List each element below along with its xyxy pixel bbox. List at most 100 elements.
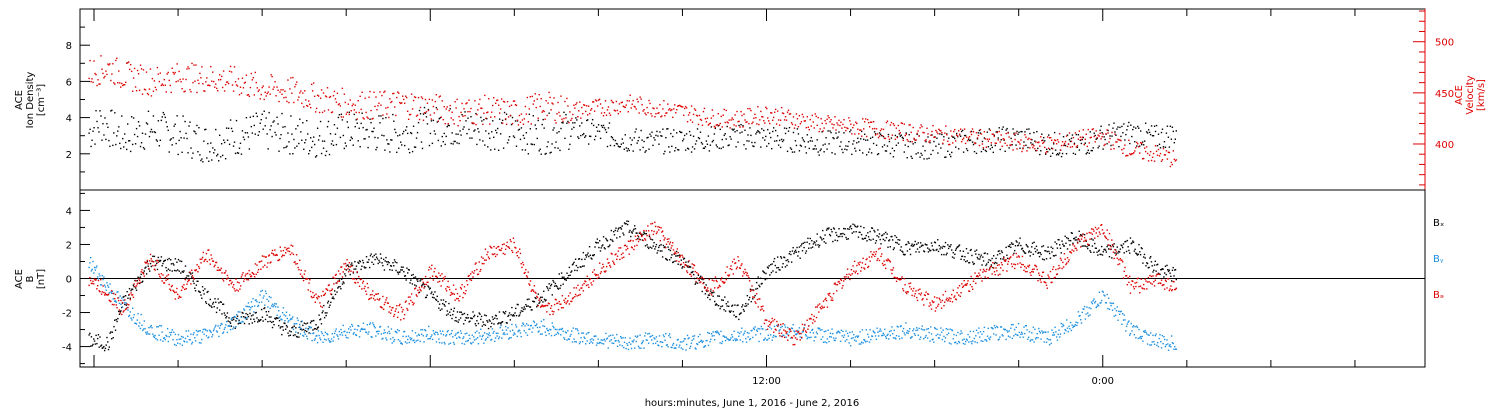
bx-point bbox=[849, 226, 851, 228]
density-point bbox=[535, 128, 537, 130]
by-point bbox=[463, 343, 466, 345]
velocity-point bbox=[619, 111, 622, 113]
by-point bbox=[147, 333, 149, 335]
by-point bbox=[877, 335, 880, 337]
density-point bbox=[559, 149, 561, 152]
density-point bbox=[465, 120, 467, 122]
bx-point bbox=[1162, 268, 1164, 270]
by-point bbox=[173, 331, 175, 333]
bx-point bbox=[539, 296, 542, 299]
density-point bbox=[591, 118, 594, 121]
velocity-point bbox=[547, 102, 549, 104]
density-point bbox=[599, 137, 602, 140]
velocity-point bbox=[300, 90, 302, 92]
by-point bbox=[433, 332, 435, 335]
velocity-point bbox=[903, 123, 905, 125]
by-point bbox=[575, 341, 578, 343]
by-point bbox=[659, 341, 661, 343]
velocity-point bbox=[1120, 139, 1122, 142]
by-point bbox=[541, 333, 543, 335]
density-point bbox=[314, 156, 317, 158]
bx-point bbox=[544, 300, 546, 302]
by-point bbox=[820, 338, 822, 341]
density-point bbox=[874, 133, 877, 135]
by-point bbox=[471, 334, 473, 336]
by-point bbox=[1016, 334, 1018, 336]
density-point bbox=[335, 143, 338, 146]
density-point bbox=[969, 139, 972, 141]
bx-point bbox=[680, 259, 682, 261]
by-point bbox=[483, 342, 485, 344]
by-point bbox=[1038, 327, 1040, 330]
by-point bbox=[260, 290, 262, 293]
velocity-point bbox=[659, 103, 661, 106]
velocity-point bbox=[800, 121, 803, 123]
bx-point bbox=[218, 302, 220, 304]
by-point bbox=[500, 324, 502, 327]
density-point bbox=[604, 129, 607, 131]
bx-point bbox=[805, 250, 808, 252]
velocity-point bbox=[477, 109, 479, 111]
velocity-point bbox=[1146, 152, 1149, 155]
bx-point bbox=[540, 299, 543, 302]
bx-point bbox=[902, 251, 904, 253]
density-point bbox=[1150, 125, 1153, 127]
velocity-point bbox=[124, 83, 126, 86]
by-point bbox=[452, 336, 454, 338]
density-point bbox=[270, 125, 272, 127]
by-point bbox=[198, 342, 201, 344]
by-point bbox=[675, 344, 678, 346]
density-point bbox=[1029, 132, 1031, 135]
by-point bbox=[757, 327, 759, 330]
velocity-point bbox=[916, 132, 918, 135]
velocity-point bbox=[291, 92, 293, 94]
velocity-point bbox=[1090, 136, 1092, 139]
bx-point bbox=[804, 252, 807, 254]
by-point bbox=[215, 330, 218, 332]
by-point bbox=[282, 307, 285, 309]
velocity-point bbox=[789, 113, 792, 115]
velocity-point bbox=[355, 111, 357, 114]
bx-point bbox=[357, 261, 359, 264]
by-point bbox=[960, 330, 962, 332]
bx-point bbox=[849, 225, 852, 227]
density-point bbox=[364, 138, 366, 140]
by-point bbox=[421, 333, 423, 336]
velocity-point bbox=[246, 94, 249, 96]
velocity-point bbox=[764, 122, 766, 124]
density-point bbox=[807, 141, 810, 143]
bx-point bbox=[1132, 240, 1134, 242]
density-point bbox=[91, 139, 93, 141]
by-point bbox=[187, 335, 189, 338]
density-point bbox=[298, 142, 300, 145]
by-point bbox=[904, 334, 906, 336]
velocity-point bbox=[516, 119, 519, 121]
by-point bbox=[596, 342, 599, 344]
by-point bbox=[909, 328, 911, 330]
bx-point bbox=[446, 310, 449, 312]
by-point bbox=[759, 328, 761, 330]
bx-point bbox=[273, 323, 275, 326]
velocity-point bbox=[691, 121, 694, 123]
velocity-point bbox=[1030, 138, 1032, 141]
bx-point bbox=[649, 246, 651, 248]
bx-point bbox=[860, 233, 863, 236]
by-point bbox=[848, 342, 850, 344]
by-point bbox=[89, 262, 91, 264]
velocity-point bbox=[192, 81, 194, 84]
density-point bbox=[290, 115, 292, 117]
by-point bbox=[283, 314, 285, 316]
bx-point bbox=[131, 288, 134, 291]
bx-point bbox=[1135, 253, 1138, 255]
by-point bbox=[658, 344, 660, 347]
density-point bbox=[597, 124, 600, 126]
by-point bbox=[341, 334, 344, 336]
bx-point bbox=[702, 278, 704, 281]
bx-point bbox=[977, 258, 979, 260]
density-point bbox=[344, 142, 347, 144]
by-point bbox=[414, 332, 417, 334]
bx-point bbox=[334, 293, 337, 296]
density-point bbox=[589, 135, 592, 138]
bx-point bbox=[95, 334, 97, 337]
velocity-point bbox=[480, 107, 482, 109]
